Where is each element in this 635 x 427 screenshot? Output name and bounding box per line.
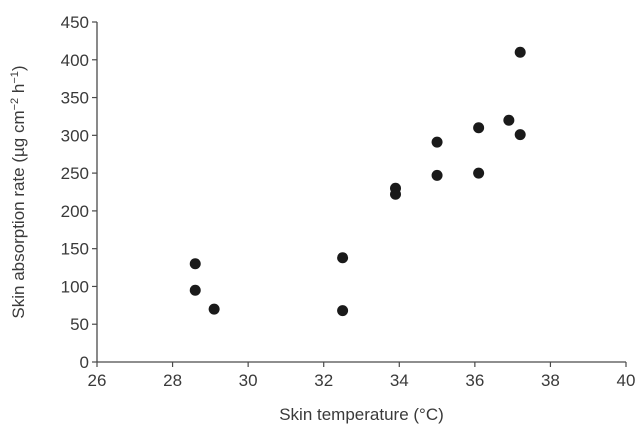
data-point: [337, 305, 349, 317]
data-point: [503, 114, 515, 126]
y-tick-label: 450: [61, 13, 89, 32]
x-axis-label: Skin temperature (°C): [279, 405, 444, 424]
y-axis-label-exponent: −2: [9, 98, 21, 111]
y-tick-label: 300: [61, 126, 89, 145]
data-point: [208, 303, 220, 315]
data-point: [337, 252, 349, 264]
data-point: [473, 122, 485, 134]
axes: [96, 22, 626, 363]
data-point: [431, 136, 443, 148]
x-tick-label: 26: [88, 371, 107, 390]
y-tick-label: 400: [61, 51, 89, 70]
data-point: [431, 169, 443, 181]
data-point: [189, 258, 201, 270]
data-point: [390, 188, 402, 200]
data-points: [189, 46, 526, 317]
data-point: [514, 46, 526, 58]
y-axis-label: Skin absorption rate (µg cm−2 h−1): [9, 65, 28, 318]
x-tick-label: 38: [541, 371, 560, 390]
y-tick-label: 250: [61, 164, 89, 183]
y-tick-label: 50: [70, 315, 89, 334]
data-point: [514, 129, 526, 141]
x-tick-label: 28: [163, 371, 182, 390]
y-ticks: 0 50 100 150 200 250 300 350 400 450: [61, 13, 97, 372]
y-axis-label-text: ): [9, 65, 28, 71]
y-tick-label: 100: [61, 277, 89, 296]
x-tick-label: 40: [617, 371, 635, 390]
y-axis-label-exponent: −1: [9, 71, 21, 84]
y-tick-label: 350: [61, 89, 89, 108]
data-point: [473, 167, 485, 179]
y-tick-label: 200: [61, 202, 89, 221]
data-point: [189, 284, 201, 296]
x-tick-label: 34: [390, 371, 409, 390]
y-tick-label: 150: [61, 240, 89, 259]
y-axis-label-text: h: [9, 84, 28, 98]
x-tick-label: 32: [314, 371, 333, 390]
x-ticks: 26 28 30 32 34 36 38 40: [88, 362, 635, 390]
y-tick-label: 0: [80, 353, 89, 372]
x-tick-label: 30: [239, 371, 258, 390]
x-tick-label: 36: [465, 371, 484, 390]
y-axis-label-text: Skin absorption rate (µg cm: [9, 110, 28, 318]
